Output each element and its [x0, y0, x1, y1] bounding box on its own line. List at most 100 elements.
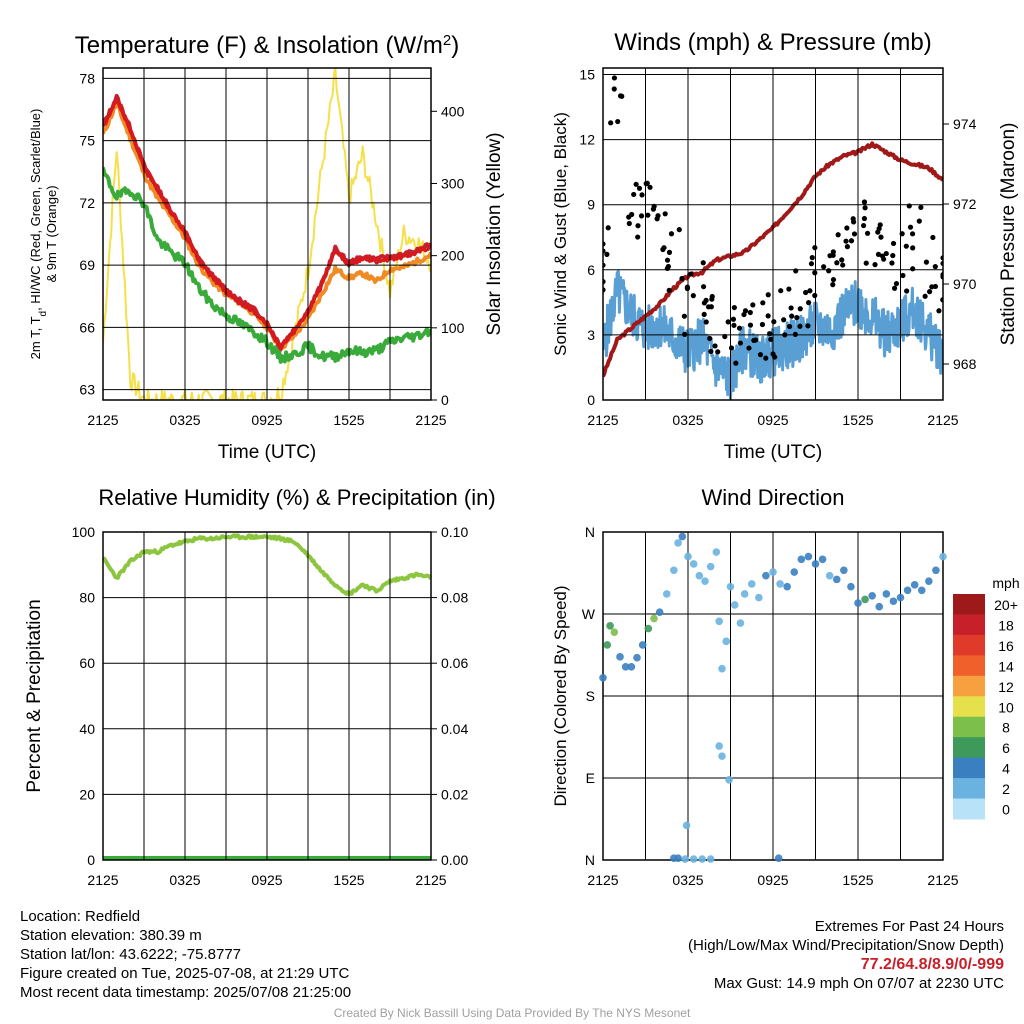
direction-point — [889, 597, 898, 606]
y-tick-label: 69 — [79, 257, 95, 273]
dir-chart-title: Wind Direction — [701, 485, 844, 510]
gust-point — [767, 331, 773, 337]
gust-point — [660, 246, 666, 253]
extremes-legend: (High/Low/Max Wind/Precipitation/Snow De… — [688, 937, 1004, 954]
gust-point — [932, 264, 938, 270]
x-tick-label: 0925 — [757, 872, 788, 888]
direction-point — [599, 673, 607, 682]
gust-point — [883, 250, 889, 257]
gust-point — [826, 268, 832, 274]
gust-point — [703, 319, 709, 325]
x-tick-label: 2125 — [87, 412, 118, 428]
gust-point — [893, 281, 900, 287]
direction-point — [740, 590, 749, 598]
direction-point — [701, 577, 709, 585]
direction-point — [722, 637, 731, 646]
gust-point — [807, 288, 813, 294]
direction-point — [868, 591, 876, 600]
y-tick-label: 0 — [587, 392, 595, 408]
direction-point — [682, 821, 691, 830]
gust-point — [835, 232, 841, 238]
gust-point — [747, 309, 753, 316]
gust-point — [903, 243, 909, 249]
direction-point — [730, 601, 739, 609]
x-tick-label: 0325 — [169, 872, 200, 888]
y-right-tick-label: 400 — [441, 103, 465, 119]
station-info: Location: Redfield Station elevation: 38… — [20, 907, 351, 1002]
gust-point — [936, 308, 942, 314]
x-tick-label: 2125 — [927, 412, 958, 428]
colorbar-swatch — [953, 594, 985, 615]
gust-point — [878, 234, 884, 240]
gust-point — [633, 181, 639, 187]
gust-point — [619, 58, 624, 63]
temp-chart-title: Temperature (F) & Insolation (W/m2) — [75, 32, 459, 60]
created-text: Figure created on Tue, 2025-07-08, at 21… — [20, 965, 350, 982]
gust-point — [916, 218, 922, 224]
direction-point — [804, 552, 813, 561]
y-tick-label: 66 — [79, 319, 95, 335]
gust-point — [604, 251, 610, 257]
wind-y-axis-label: Sonic Wind & Gust (Blue, Black) — [551, 112, 570, 356]
gust-point — [750, 302, 756, 308]
y-right-tick-label: 0.10 — [441, 524, 468, 540]
gust-point — [708, 304, 714, 310]
y-tick-label: 80 — [79, 590, 95, 606]
gust-point — [679, 275, 685, 282]
gust-point — [922, 293, 928, 299]
direction-point — [811, 560, 820, 568]
gust-point — [808, 261, 815, 267]
direction-point — [825, 571, 834, 580]
gust-point — [923, 259, 930, 265]
gust-point — [746, 345, 752, 351]
gust-point — [792, 331, 798, 337]
gust-point — [778, 288, 784, 294]
gust-point — [688, 271, 694, 277]
gust-point — [890, 240, 897, 247]
colorbar-swatch — [953, 778, 985, 800]
gust-point — [786, 286, 792, 292]
x-tick-label: 0325 — [169, 412, 200, 428]
gust-point — [890, 252, 896, 259]
direction-point — [603, 641, 612, 649]
gust-point — [665, 263, 671, 270]
direction-point — [674, 539, 682, 547]
gust-point — [666, 287, 672, 293]
y-right-tick-label: 0.02 — [441, 786, 468, 802]
plot-frame — [102, 531, 432, 861]
y-right-tick-label: 0 — [441, 392, 449, 408]
direction-point — [689, 560, 698, 568]
direction-point — [621, 663, 630, 671]
gust-point — [875, 251, 882, 257]
x-tick-label: 2125 — [587, 412, 618, 428]
gust-point — [605, 225, 611, 231]
title-sup: 2 — [443, 32, 451, 49]
colorbar-swatch — [953, 737, 985, 759]
gust-point — [700, 260, 706, 266]
gust-point — [839, 257, 845, 263]
gust-point — [844, 244, 850, 250]
direction-point — [655, 608, 664, 616]
gust-point — [788, 305, 794, 311]
y-right-tick-label: 972 — [953, 196, 977, 212]
direction-point — [840, 566, 848, 575]
direction-point — [698, 855, 706, 863]
gust-point — [789, 313, 795, 319]
gust-point — [668, 231, 675, 237]
y-tick-label: 78 — [79, 70, 95, 86]
extremes-info: Extremes For Past 24 Hours (High/Low/Max… — [688, 917, 1004, 993]
gust-point — [647, 184, 653, 190]
rh-chart-title: Relative Humidity (%) & Precipitation (i… — [98, 485, 495, 510]
gust-point — [812, 270, 818, 276]
y-tick-label: W — [582, 606, 596, 622]
gust-point — [753, 337, 759, 343]
gust-point — [844, 225, 850, 231]
gust-point — [645, 212, 651, 218]
gust-point — [615, 118, 621, 125]
direction-point — [606, 622, 614, 630]
gust-point — [765, 313, 771, 319]
colorbar-swatch — [953, 614, 985, 636]
gust-point — [701, 300, 707, 306]
direction-points-group — [599, 532, 947, 863]
direction-point — [706, 855, 715, 863]
